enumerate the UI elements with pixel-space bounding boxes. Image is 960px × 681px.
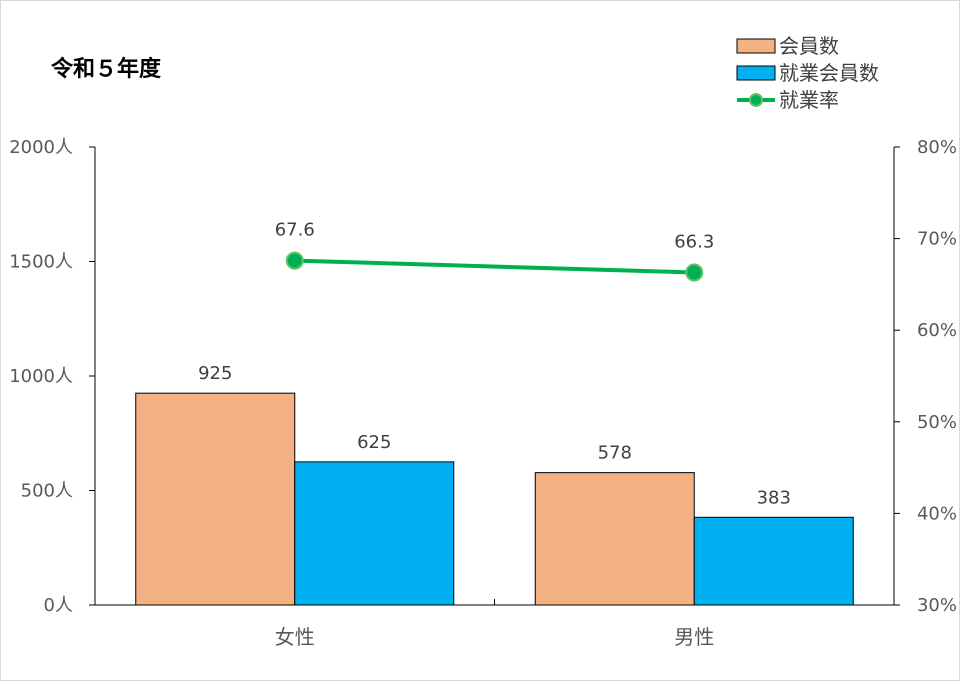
right-tick-label: 40% (917, 503, 957, 524)
legend-label: 就業会員数 (779, 61, 879, 85)
data-label: 383 (757, 487, 791, 508)
category-label: 女性 (275, 625, 315, 649)
data-labels: 925 625 578 383 67.6 66.3 (198, 220, 791, 509)
right-tick-label: 80% (917, 137, 957, 158)
rate-line-path (294, 258, 695, 275)
chart-title: 令和５年度 (51, 56, 162, 82)
legend-label: 会員数 (779, 34, 839, 58)
rate-line (285, 251, 704, 282)
legend-swatch (736, 65, 776, 81)
bar-employed-members (693, 516, 854, 606)
bars (135, 392, 854, 606)
legend-label: 就業率 (779, 88, 839, 112)
data-label: 66.3 (674, 231, 714, 252)
legend-swatch (736, 38, 776, 54)
data-label: 625 (357, 432, 391, 453)
rate-point (285, 251, 304, 270)
rate-point (685, 263, 704, 282)
data-label: 578 (598, 443, 632, 464)
bar-members (135, 392, 296, 606)
legend-marker (749, 93, 763, 107)
data-label: 925 (198, 363, 232, 384)
left-tick-label: 500人 (21, 481, 73, 502)
right-tick-label: 50% (917, 412, 957, 433)
bar-members (534, 472, 695, 606)
axes: 0人 500人 1000人 1500人 2000人 30% 40% 50% 60% 70% 80% 女… (9, 137, 957, 649)
category-label: 男性 (674, 625, 714, 649)
right-tick-label: 60% (917, 320, 957, 341)
left-tick-label: 1500人 (9, 252, 73, 273)
data-label: 67.6 (275, 220, 315, 241)
left-tick-label: 1000人 (9, 366, 73, 387)
left-tick-label: 2000人 (9, 137, 73, 158)
right-tick-label: 70% (917, 229, 957, 250)
bar-employed-members (294, 461, 455, 606)
right-tick-label: 30% (917, 595, 957, 616)
left-tick-label: 0人 (44, 595, 73, 616)
